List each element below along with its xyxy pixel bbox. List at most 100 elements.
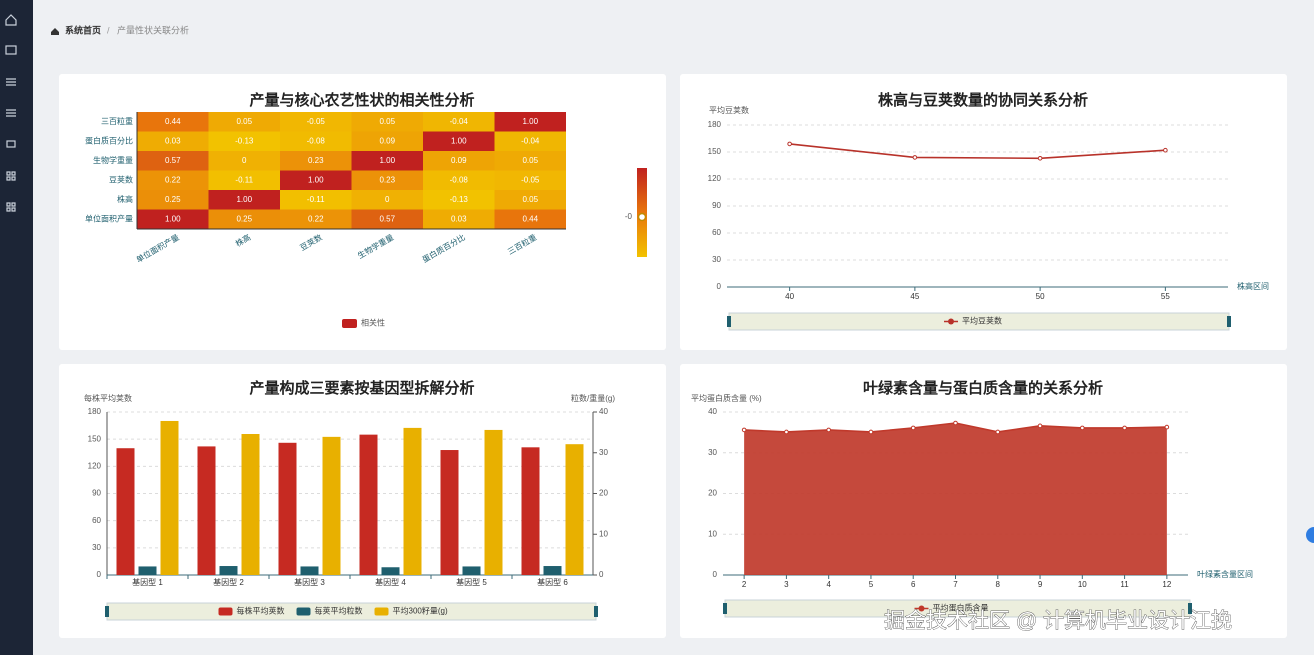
y-tick-label: 0 <box>713 570 718 579</box>
y-tick-label: 10 <box>708 529 717 538</box>
legend-label: 平均豆荚数 <box>962 316 1002 326</box>
cell-label: 0.22 <box>165 175 181 184</box>
bar <box>440 450 459 575</box>
float-button[interactable] <box>1306 527 1314 543</box>
menu-icon[interactable] <box>6 140 16 148</box>
heat-cell <box>137 112 209 132</box>
heat-cell <box>351 209 423 229</box>
breadcrumb-separator: / <box>107 25 110 35</box>
bar <box>403 427 422 575</box>
x-axis-name: 株高区间 <box>1237 281 1269 291</box>
point <box>912 155 918 160</box>
y-tick-label: 90 <box>712 201 721 210</box>
y-axis-name: 每株平均荚数 <box>84 393 132 403</box>
visual-map-handle <box>637 212 647 222</box>
data-zoom-handle <box>723 603 727 614</box>
breadcrumb-home[interactable]: 系统首页 <box>65 24 101 35</box>
y-tick-label: 150 <box>88 434 102 443</box>
x-tick-label: 40 <box>785 292 794 301</box>
cell-label: 0.25 <box>236 214 252 223</box>
y2-tick-label: 20 <box>599 489 608 498</box>
home-icon[interactable] <box>5 14 17 26</box>
x-tick-label: 12 <box>1162 580 1171 589</box>
data-zoom-handle <box>1188 603 1192 614</box>
y-tick-label: 20 <box>708 489 717 498</box>
chart-title: 株高与豆荚数量的协同关系分析 <box>878 91 1088 109</box>
heat-cell <box>494 131 566 151</box>
x-tick-label: 基因型 2 <box>213 577 244 587</box>
cell-label: 1.00 <box>308 175 324 184</box>
y2-tick-label: 30 <box>599 448 608 457</box>
heat-cell <box>494 112 566 132</box>
menu-icon[interactable] <box>6 202 16 212</box>
menu-icon[interactable] <box>5 45 17 55</box>
x-tick-label: 基因型 6 <box>537 577 568 587</box>
menu-icon[interactable] <box>6 78 16 86</box>
heat-cell <box>494 151 566 171</box>
legend-swatch <box>342 319 357 328</box>
cell-label: 0.44 <box>165 117 181 126</box>
legend-label: 平均300籽量(g) <box>393 606 448 616</box>
legend-label: 平均蛋白质含量 <box>933 603 989 613</box>
point <box>1122 425 1127 431</box>
cell-label: 0 <box>242 156 247 165</box>
chart-title: 产量构成三要素按基因型拆解分析 <box>249 379 474 397</box>
y-tick-label: 生物学重量 <box>93 155 133 165</box>
y-tick-label: 120 <box>708 174 722 183</box>
card <box>680 74 1287 350</box>
x-tick-label: 基因型 4 <box>375 577 406 587</box>
cell-label: -0.08 <box>450 175 469 184</box>
y-tick-label: 0 <box>97 570 102 579</box>
point <box>1037 423 1043 429</box>
y2-axis-name: 粒数/重量(g) <box>571 393 615 403</box>
point <box>1164 424 1170 430</box>
heat-cell <box>280 209 352 229</box>
cell-label: 0.23 <box>379 175 395 184</box>
bar <box>138 566 157 575</box>
cell-label: -0.08 <box>307 136 326 145</box>
heat-cell <box>208 170 280 190</box>
heat-cell <box>423 131 495 151</box>
bar <box>484 429 503 575</box>
point <box>826 427 831 433</box>
point <box>741 427 747 433</box>
data-zoom-handle <box>727 316 731 327</box>
x-tick-label: 4 <box>826 580 831 589</box>
heat-cell <box>494 170 566 190</box>
cell-label: 0.57 <box>379 214 395 223</box>
cell-label: 0.03 <box>165 136 181 145</box>
area <box>744 423 1167 575</box>
heat-cell <box>208 151 280 171</box>
y-tick-label: 三百粒重 <box>101 116 133 126</box>
cell-label: 0.57 <box>165 156 181 165</box>
cell-label: 0.03 <box>451 214 467 223</box>
y2-tick-label: 0 <box>599 570 604 579</box>
heat-cell <box>351 131 423 151</box>
x-tick-label: 9 <box>1038 580 1043 589</box>
cell-label: -0.13 <box>450 195 469 204</box>
x-tick-label: 基因型 5 <box>456 577 487 587</box>
line <box>789 143 1166 160</box>
cell-label: 0.23 <box>308 156 324 165</box>
bar <box>322 436 341 575</box>
legend-swatch <box>948 318 954 325</box>
y-axis-name: 平均豆荚数 <box>709 105 749 115</box>
x-tick-label: 10 <box>1078 580 1087 589</box>
y2-tick-label: 10 <box>599 529 608 538</box>
bar <box>197 446 216 575</box>
heat-cell <box>351 190 423 210</box>
bar <box>381 567 400 575</box>
cell-label: 0 <box>385 195 390 204</box>
legend-label: 相关性 <box>361 318 385 328</box>
point <box>868 429 874 435</box>
y-tick-label: 30 <box>92 543 101 552</box>
heat-cell <box>351 151 423 171</box>
heat-cell <box>423 190 495 210</box>
menu-icon[interactable] <box>6 109 16 117</box>
chart-title: 叶绿素含量与蛋白质含量的关系分析 <box>863 379 1103 397</box>
x-tick-label: 8 <box>996 580 1001 589</box>
menu-icon[interactable] <box>6 171 16 181</box>
y-tick-label: 豆荚数 <box>109 174 133 184</box>
x-tick-label: 55 <box>1161 292 1170 301</box>
